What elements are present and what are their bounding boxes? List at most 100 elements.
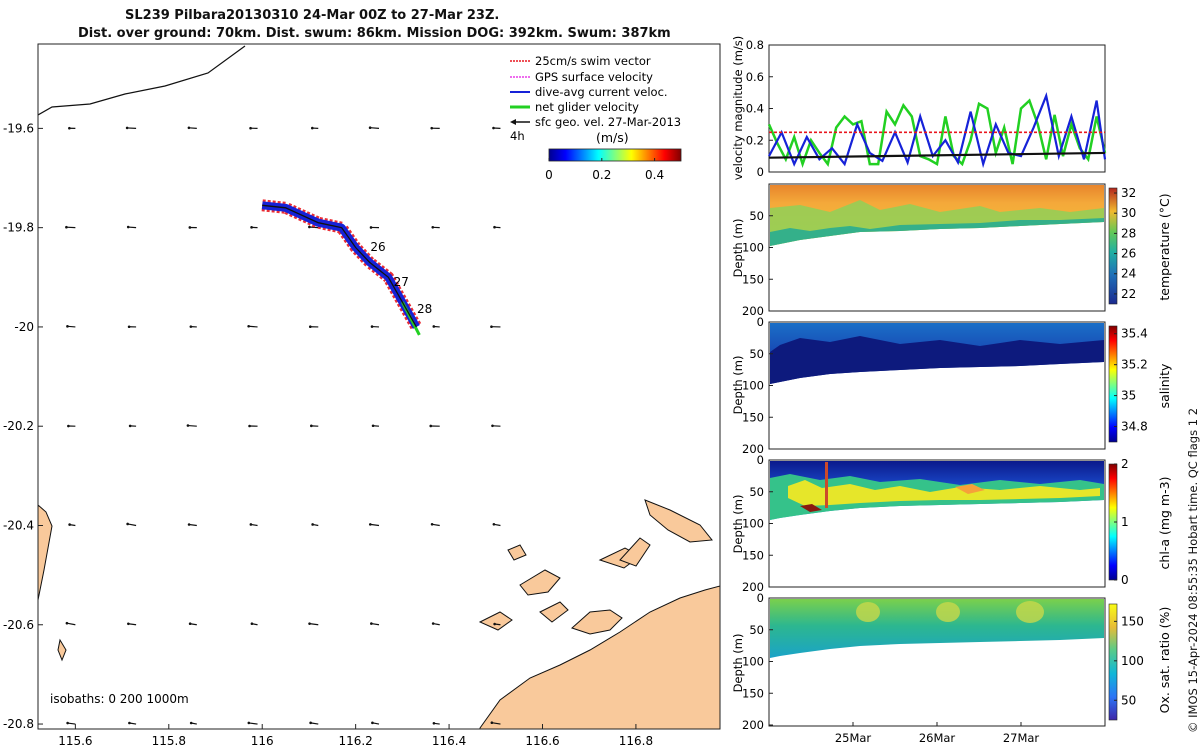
colorbar-tick-label: 1	[1121, 515, 1129, 529]
salinity-panel: 0 50 100 150 200 Depth (m) 35.4 35.2 35 34.8 sa…	[731, 315, 1172, 456]
geo-vector-head	[311, 523, 314, 526]
colorbar-tick-label: 150	[1121, 614, 1144, 628]
geo-vector-head	[311, 126, 314, 130]
geo-vector	[128, 226, 137, 229]
geo-vector-head	[188, 226, 192, 229]
salinity-colorbar	[1108, 325, 1118, 443]
depth-tick-label: 50	[749, 485, 764, 499]
colorbar-tick-label: 22	[1121, 287, 1136, 301]
map-x-tick-label: 116.8	[619, 734, 653, 748]
geo-vector-head	[432, 721, 436, 725]
geo-vector-head	[127, 622, 130, 626]
geo-vector-head	[369, 226, 373, 229]
legend-net: net glider velocity	[535, 100, 639, 114]
track-geo-velocity	[262, 204, 417, 328]
geo-vector-head	[68, 126, 71, 130]
geo-vector-head	[309, 721, 312, 725]
depth-tick-label: 200	[742, 580, 764, 594]
geo-vector-head	[310, 424, 313, 428]
geo-vector-head	[368, 523, 372, 526]
colorbar-tick-label: 35.4	[1121, 327, 1148, 341]
map-y-axis: -19.6 -19.8 -20 -20.2 -20.4 -20.6 -20.8	[3, 121, 43, 731]
temperature-ylabel: Depth (m)	[731, 219, 745, 278]
depth-tick-label: 0	[757, 315, 764, 329]
geo-vector	[248, 325, 258, 328]
geo-vector-head	[493, 225, 496, 229]
depth-tick-label: 200	[742, 442, 764, 456]
salinity-colorbar-label: salinity	[1157, 363, 1172, 408]
geo-vector-head	[490, 325, 493, 329]
map-x-tick-label: 116.4	[432, 734, 466, 748]
geo-vector-head	[308, 325, 312, 329]
depth-tick-label: 50	[749, 623, 764, 637]
depth-tick-label: 0	[757, 591, 764, 605]
salinity-colorbar-ticks: 35.4 35.2 35 34.8	[1114, 327, 1148, 434]
geo-vector	[127, 523, 137, 527]
geo-vector-head	[189, 721, 193, 725]
map-y-tick-label: -20.4	[3, 518, 34, 532]
map-colorbar-tick-label: 0.2	[592, 168, 611, 182]
colorbar-tick-label: 24	[1121, 267, 1136, 281]
geo-vector-head	[368, 126, 372, 130]
geo-vector-head	[431, 622, 435, 625]
depth-tick-label: 200	[742, 304, 764, 318]
map-y-tick-label: -20	[14, 320, 34, 334]
chla-colorbar-label: chl-a (mg m-3)	[1157, 477, 1172, 570]
velocity-series-dive	[768, 91, 1107, 169]
geo-vector-head	[67, 424, 70, 428]
geo-vector-head	[249, 126, 252, 130]
colorbar-tick-label: 2	[1121, 457, 1129, 471]
oxygen-colorbar-label: Ox. sat. ratio (%)	[1157, 607, 1172, 714]
geo-vector-head	[490, 721, 494, 725]
map-y-tick-label: -20.6	[3, 618, 34, 632]
map-colorbar	[548, 148, 682, 162]
isobaths-label: isobaths: 0 200 1000m	[50, 692, 189, 706]
velocity-y-tick-label: 0.8	[746, 38, 764, 52]
depth-tick-label: 100	[742, 379, 764, 393]
chla-colorbar-ticks: 2 1 0	[1114, 457, 1129, 587]
colorbar-tick-label: 50	[1121, 693, 1136, 707]
velocity-y-tick-label: 0.2	[746, 133, 764, 147]
depth-tick-label: 100	[742, 517, 764, 531]
geo-vector-head	[429, 424, 433, 428]
colorbar-tick-label: 35.2	[1121, 358, 1148, 372]
chla-y-axis: 0 50 100 150 200	[742, 453, 773, 594]
map-y-tick-label: -20.2	[3, 419, 34, 433]
velocity-panel: 0 0.2 0.4 0.6 0.8 velocity magnitude (m/s)	[731, 36, 1107, 180]
geo-vector-head	[126, 225, 130, 229]
geo-vector-head	[68, 523, 71, 526]
map-y-tick-label: -19.6	[3, 121, 34, 135]
geostrophic-vector-field	[65, 126, 501, 725]
geo-vector	[67, 325, 76, 328]
geo-vector-head	[187, 126, 191, 130]
velocity-y-tick-label: 0.4	[746, 102, 764, 116]
velocity-series	[767, 91, 1107, 169]
geo-vector-head	[248, 424, 251, 428]
map-colorbar-tick-label: 0	[545, 168, 553, 182]
temperature-colorbar-label: temperature (°C)	[1157, 193, 1172, 300]
figure-subtitle: Dist. over ground: 70km. Dist. swum: 86k…	[78, 26, 671, 41]
depth-tick-label: 150	[742, 272, 764, 286]
colorbar-tick-label: 30	[1121, 206, 1136, 220]
geo-vector-head	[186, 424, 190, 427]
colorbar-tick-label: 100	[1121, 654, 1144, 668]
geo-vector	[188, 523, 197, 527]
geo-vector	[187, 424, 197, 427]
glider-track: 26 27 28	[261, 199, 432, 336]
chla-panel: 0 50 100 150 200 Depth (m) 2 1 0 chl-a (mg m-3…	[731, 453, 1172, 594]
depth-tick-label: 0	[757, 453, 764, 467]
salinity-y-axis: 0 50 100 150 200	[742, 315, 773, 456]
geo-vector-head	[370, 622, 373, 625]
colorbar-tick-label: 35	[1121, 389, 1136, 403]
track-day-label: 27	[394, 275, 409, 289]
temperature-y-axis: 50 100 150 200	[742, 209, 773, 318]
geo-vector-head	[492, 522, 496, 526]
legend-swim: 25cm/s swim vector	[535, 54, 651, 68]
depth-tick-label: 50	[749, 347, 764, 361]
map-frame	[37, 43, 721, 730]
colorbar-tick-label: 28	[1121, 226, 1136, 240]
geo-vector-head	[430, 523, 434, 526]
figure-title: SL239 Pilbara20130310 24-Mar 00Z to 27-M…	[125, 8, 500, 23]
track-day-label: 26	[370, 240, 385, 254]
